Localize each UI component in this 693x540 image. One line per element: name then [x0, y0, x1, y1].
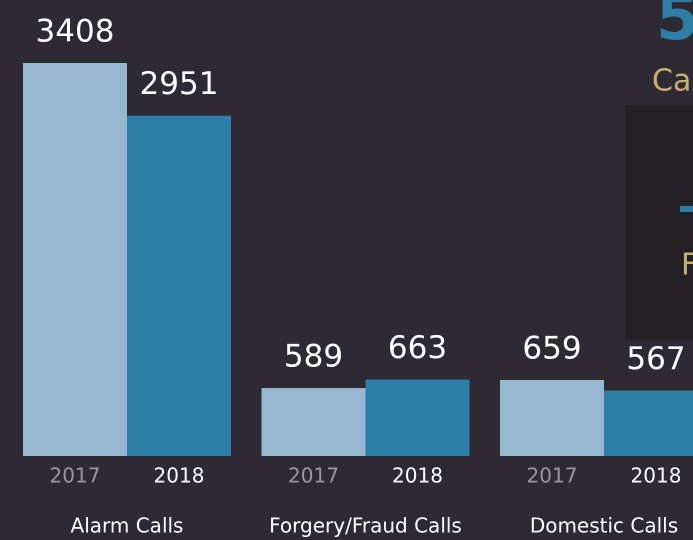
year-label: 2018	[631, 464, 682, 488]
value-label: 589	[284, 339, 343, 375]
bar	[127, 116, 231, 456]
year-label: 2017	[50, 464, 101, 488]
bar	[500, 380, 604, 456]
photo-panel	[625, 105, 693, 340]
overlay-number: 5	[656, 0, 693, 54]
year-label: 2017	[288, 464, 339, 488]
bar	[366, 380, 470, 456]
bar	[262, 388, 366, 456]
chart: 3408 2017 2951 2018 Alarm Calls 589 2017 663 201…	[0, 0, 693, 540]
category-label: Forgery/Fraud Calls	[269, 514, 462, 538]
year-label: 2018	[392, 464, 443, 488]
value-label: 567	[626, 341, 685, 377]
year-label: 2018	[154, 464, 205, 488]
value-label: 3408	[36, 14, 115, 50]
page: 3408 2017 2951 2018 Alarm Calls 589 2017 663 201…	[0, 0, 693, 540]
overlay-text: Ca	[652, 64, 691, 99]
year-label: 2017	[527, 464, 578, 488]
category-label: Alarm Calls	[71, 514, 184, 538]
category-label: Domestic Calls	[530, 514, 678, 538]
bar	[23, 63, 127, 456]
value-label: 663	[388, 330, 447, 366]
value-label: 2951	[140, 66, 219, 102]
overlay-text: F	[681, 248, 693, 283]
accent-bar	[680, 206, 693, 212]
bar	[604, 391, 693, 456]
value-label: 659	[522, 331, 581, 367]
